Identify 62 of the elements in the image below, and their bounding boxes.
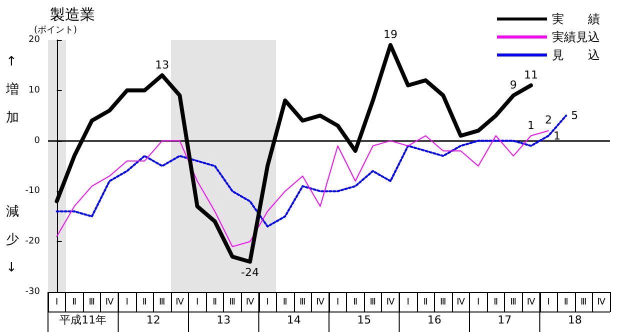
x-tick-label: Ⅲ — [159, 298, 166, 308]
data-label: 1 — [527, 118, 534, 132]
x-tick-label: Ⅰ — [266, 298, 269, 308]
text: ↑増加 — [5, 54, 19, 126]
x-tick-label: Ⅱ — [72, 298, 77, 308]
legend-label: 実 績 — [552, 12, 600, 26]
text: 16 — [427, 314, 442, 326]
text: 13 — [216, 314, 231, 326]
x-tick-label: Ⅱ — [494, 298, 498, 308]
data-label: 13 — [155, 58, 170, 72]
y-tick-label: -10 — [25, 186, 40, 196]
text: 17 — [498, 314, 512, 326]
x-tick-label: Ⅱ — [423, 298, 428, 308]
y-tick-label: -20 — [25, 236, 40, 247]
x-tick-label: Ⅰ — [476, 298, 480, 308]
y-tick-label: 0 — [34, 136, 40, 146]
x-tick-label: Ⅱ — [212, 298, 218, 308]
text: 減少↓ — [6, 204, 19, 276]
data-label: 1 — [554, 129, 561, 142]
y-axis-title: (ポイント) — [34, 26, 78, 36]
x-tick-label: Ⅱ — [282, 298, 288, 308]
x-tick-label: Ⅱ — [564, 298, 568, 308]
text: 14 — [286, 314, 301, 326]
x-tick-label: Ⅰ — [336, 298, 340, 308]
x-tick-label: Ⅰ — [126, 298, 128, 308]
x-tick-label: Ⅳ — [526, 298, 536, 308]
data-label: 2 — [545, 114, 552, 127]
x-tick-label: Ⅲ — [300, 298, 306, 308]
x-tick-label: Ⅲ — [580, 298, 587, 308]
x-tick-label: Ⅳ — [176, 298, 185, 308]
data-label: -24 — [240, 266, 259, 279]
x-tick-label: Ⅲ — [510, 298, 517, 308]
x-tick-label: Ⅳ — [386, 298, 396, 308]
x-tick-label: Ⅱ — [353, 298, 358, 308]
text: 12 — [146, 314, 160, 326]
legend-label: 見 込 — [552, 48, 600, 62]
x-tick-label: Ⅲ — [440, 298, 446, 308]
text: 15 — [357, 314, 372, 326]
text: 平成11年 — [60, 314, 107, 326]
x-tick-label: Ⅲ — [370, 298, 376, 308]
text: 18 — [568, 314, 582, 326]
chart-title: 製造業 — [50, 6, 95, 24]
x-tick-label: Ⅳ — [456, 298, 466, 308]
legend-label: 実績見込 — [552, 30, 600, 44]
x-tick-label: Ⅲ — [88, 298, 96, 308]
y-tick-label: -30 — [25, 287, 40, 297]
data-label: 19 — [383, 28, 398, 42]
data-label: 11 — [524, 68, 538, 82]
x-tick-label: Ⅱ — [142, 298, 147, 308]
y-tick-label: 10 — [28, 85, 40, 96]
y-tick-label: 20 — [28, 35, 40, 45]
x-tick-label: Ⅳ — [246, 298, 255, 308]
data-label: 5 — [571, 109, 578, 122]
x-tick-label: Ⅰ — [55, 298, 58, 308]
data-label: 9 — [510, 78, 517, 92]
x-tick-label: Ⅰ — [547, 298, 550, 308]
x-tick-label: Ⅰ — [406, 298, 410, 308]
x-tick-label: Ⅳ — [316, 298, 326, 308]
x-tick-label: Ⅳ — [597, 298, 606, 308]
x-tick-label: Ⅲ — [229, 298, 236, 308]
x-tick-label: Ⅰ — [196, 298, 199, 308]
x-tick-label: Ⅳ — [105, 298, 114, 308]
